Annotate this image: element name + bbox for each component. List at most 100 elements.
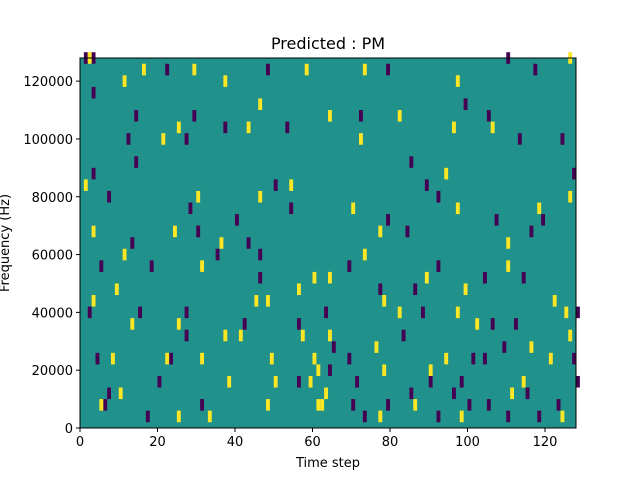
heatmap-cell-low (91, 86, 96, 99)
heatmap-cell-high (207, 410, 212, 423)
heatmap-cell-high (238, 329, 243, 342)
heatmap-cell-low (401, 329, 406, 342)
heatmap-cell-low (235, 214, 239, 226)
heatmap-cell-high (537, 202, 542, 215)
heatmap-cell-high (200, 352, 205, 365)
y-tick-label: 20000 (32, 364, 73, 379)
heatmap-cell-low (107, 190, 112, 203)
heatmap-cell-high (328, 110, 332, 122)
heatmap-cell-high (362, 248, 367, 261)
heatmap-cell-high (266, 295, 270, 307)
heatmap-cell-high (463, 283, 468, 296)
plot-area (79, 52, 580, 429)
heatmap-cell-high (328, 271, 332, 284)
heatmap-cell-low (486, 399, 491, 411)
heatmap-cell-high (510, 387, 515, 400)
heatmap-cell-low (324, 306, 329, 319)
heatmap-cell-high (564, 306, 569, 319)
heatmap-cell-low (157, 375, 162, 388)
y-tick-label: 120000 (23, 75, 73, 90)
heatmap-cell-high (560, 410, 565, 423)
heatmap-cell-high (452, 121, 456, 134)
heatmap-cell-low (436, 410, 441, 423)
heatmap-cell-low (529, 225, 534, 238)
heatmap-cell-high (99, 399, 104, 411)
heatmap-cell-high (300, 329, 305, 342)
heatmap-cell-low (192, 110, 197, 122)
heatmap-cell-low (145, 410, 150, 423)
heatmap-cell-high (83, 179, 88, 191)
heatmap-cell-low (347, 352, 352, 365)
x-tick-label: 20 (149, 435, 166, 450)
heatmap-cell-high (548, 352, 553, 365)
heatmap-cell-low (328, 364, 332, 376)
heatmap-cell-low (347, 260, 352, 272)
heatmap-cell-high (413, 399, 418, 411)
heatmap-cell-low (525, 387, 530, 400)
heatmap-cell-low (285, 121, 290, 134)
heatmap-cell-low (223, 121, 228, 134)
heatmap-cell-high (444, 167, 449, 180)
heatmap-cell-high (200, 260, 205, 272)
heatmap-cell-low (386, 399, 391, 411)
heatmap-cell-high (316, 399, 321, 411)
heatmap-cell-low (502, 341, 507, 353)
heatmap-cell-low (483, 352, 487, 365)
heatmap-cell-high (378, 225, 383, 238)
heatmap-cell-high (266, 399, 270, 411)
heatmap-cell-high (246, 121, 251, 134)
heatmap-cell-low (378, 283, 383, 296)
x-axis-ticks: 0 20 40 60 80 100 120 (76, 428, 558, 450)
heatmap-cell-low (576, 306, 580, 319)
heatmap-cell-low (258, 271, 263, 284)
heatmap-cell-low (149, 260, 154, 272)
heatmap-cell-high (122, 75, 127, 87)
heatmap-cell-low (297, 375, 301, 388)
heatmap-cell-low (359, 110, 363, 122)
heatmap-cell-high (227, 375, 232, 388)
heatmap-cell-high (254, 295, 259, 307)
x-tick-label: 40 (227, 435, 244, 450)
x-tick-label: 60 (304, 435, 321, 450)
heatmap-cell-high (455, 75, 460, 87)
heatmap-cell-high (304, 63, 309, 76)
heatmap-cell-high (529, 341, 534, 353)
heatmap-cell-high (374, 341, 379, 353)
heatmap-cell-low (184, 133, 189, 145)
heatmap-cell-high (521, 375, 526, 388)
heatmap-cell-low (138, 306, 143, 319)
heatmap-cell-low (572, 167, 577, 180)
heatmap-cell-high (312, 352, 317, 365)
heatmap-cell-low (521, 271, 526, 284)
heatmap-cell-low (541, 214, 546, 226)
heatmap-cell-low (297, 318, 301, 330)
heatmap-cell-high (351, 202, 356, 215)
heatmap-cell-low (134, 156, 139, 168)
heatmap-cell-high (428, 364, 433, 376)
x-tick-label: 120 (533, 435, 558, 450)
heatmap-cell-low (452, 387, 456, 400)
heatmap-cell-high (273, 375, 278, 388)
heatmap-cell-low (273, 179, 278, 191)
heatmap-cell-high (173, 225, 177, 238)
heatmap-cell-low (436, 190, 441, 203)
heatmap-cell-low (471, 352, 476, 365)
heatmap-cell-low (463, 98, 468, 111)
heatmap-cell-low (467, 399, 472, 411)
heatmap-cell-high (161, 133, 166, 145)
heatmap-cell-low (483, 271, 487, 284)
heatmap-cell-low (126, 133, 131, 145)
heatmap-cell-high (455, 202, 460, 215)
heatmap-cell-high (176, 410, 181, 423)
heatmap-cell-high (223, 75, 228, 87)
y-axis-label: Frequency (Hz) (0, 194, 13, 292)
heatmap-cell-high (289, 179, 294, 191)
heatmap-cell-low (486, 110, 491, 122)
heatmap-cell-low (188, 202, 193, 215)
heatmap-cell-high (552, 295, 557, 307)
heatmap-cell-high (455, 306, 460, 319)
heatmap-cell-low (386, 214, 391, 226)
heatmap-cell-low (200, 399, 205, 411)
heatmap-cell-high (91, 295, 96, 307)
heatmap-cell-high (91, 225, 96, 238)
